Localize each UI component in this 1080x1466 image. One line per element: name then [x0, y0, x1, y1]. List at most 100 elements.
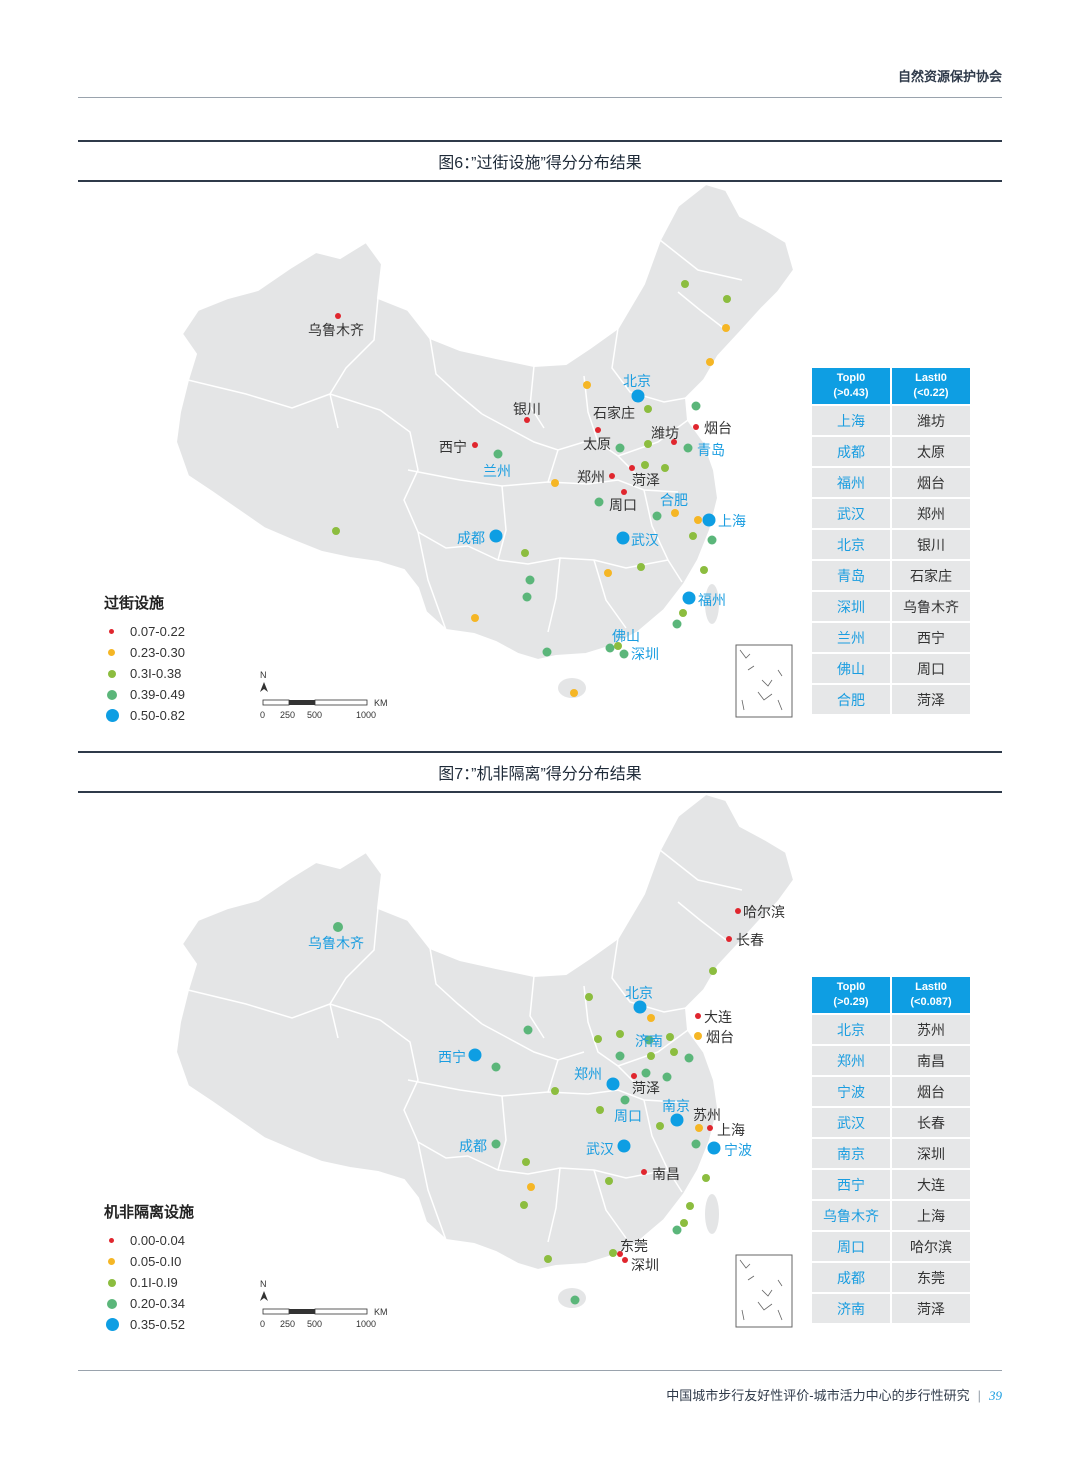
- f7-dot-a2[interactable]: [585, 993, 593, 1001]
- f6-dot-a17[interactable]: [332, 527, 340, 535]
- f6-dot-a19[interactable]: [637, 563, 645, 571]
- f7-dot-a18[interactable]: [691, 1139, 701, 1149]
- f6-dot-a2[interactable]: [644, 405, 652, 413]
- f7-dot-a28[interactable]: [544, 1255, 552, 1263]
- f6-dot-a7[interactable]: [722, 324, 730, 332]
- f7-dot-a23[interactable]: [520, 1201, 528, 1209]
- f6-dot-a9[interactable]: [641, 461, 649, 469]
- f6-dot-a18[interactable]: [521, 549, 529, 557]
- f6-dot-fuzhou[interactable]: [682, 591, 696, 605]
- last-city: 哈尔滨: [892, 1232, 970, 1261]
- f7-dot-a10[interactable]: [670, 1048, 678, 1056]
- f7-dot-zhengzhou[interactable]: [606, 1077, 620, 1091]
- f6-dot-a1[interactable]: [583, 381, 591, 389]
- f6-dot-shenzhen[interactable]: [619, 649, 629, 659]
- f7-dot-a26[interactable]: [672, 1225, 682, 1235]
- f6-dot-a10[interactable]: [661, 464, 669, 472]
- f7-dot-a17[interactable]: [656, 1122, 664, 1130]
- f6-dot-heze[interactable]: [629, 465, 635, 471]
- f7-dot-suzhou[interactable]: [695, 1124, 703, 1132]
- f7-dot-a15[interactable]: [551, 1087, 559, 1095]
- f6-dot-foshan[interactable]: [605, 643, 615, 653]
- f6-dot-a5[interactable]: [681, 280, 689, 288]
- f6-dot-a29[interactable]: [570, 689, 578, 697]
- f7-dot-dalian[interactable]: [695, 1013, 701, 1019]
- f7-dot-xining[interactable]: [468, 1048, 482, 1062]
- f6-dot-a26[interactable]: [471, 614, 479, 622]
- f7-dot-changchun[interactable]: [726, 936, 732, 942]
- f6-dot-taiyuan[interactable]: [615, 443, 625, 453]
- f7-dot-heze[interactable]: [631, 1073, 637, 1079]
- f7-dot-a24[interactable]: [686, 1202, 694, 1210]
- f7-dot-a5[interactable]: [594, 1035, 602, 1043]
- f7-dot-a14[interactable]: [662, 1072, 672, 1082]
- f7-dot-a12[interactable]: [491, 1062, 501, 1072]
- f7-dot-a19[interactable]: [522, 1158, 530, 1166]
- f6-dot-a25[interactable]: [672, 619, 682, 629]
- f7-dot-nanchang[interactable]: [641, 1169, 647, 1175]
- f6-dot-a16[interactable]: [707, 535, 717, 545]
- f7-dot-wuhan[interactable]: [617, 1139, 631, 1153]
- f6-dot-yinchuan[interactable]: [524, 417, 530, 423]
- f6-dot-a27[interactable]: [542, 647, 552, 657]
- f7-dot-nanjing[interactable]: [670, 1113, 684, 1127]
- f7-dot-a11[interactable]: [684, 1053, 694, 1063]
- f6-dot-a6[interactable]: [723, 295, 731, 303]
- f7-dot-jinan[interactable]: [644, 1035, 654, 1045]
- f6-dot-shanghai[interactable]: [702, 513, 716, 527]
- f6-dot-weifang[interactable]: [671, 439, 677, 445]
- f7-dot-a13[interactable]: [641, 1068, 651, 1078]
- f7-dot-beijing[interactable]: [633, 1000, 647, 1014]
- f6-dot-lanzhou[interactable]: [493, 449, 503, 459]
- f7-dot-a29[interactable]: [570, 1295, 580, 1305]
- f7-dot-a6[interactable]: [616, 1030, 624, 1038]
- f7-dot-a3[interactable]: [647, 1014, 655, 1022]
- f6-dot-xining[interactable]: [472, 442, 478, 448]
- f7-dot-wulumuqi[interactable]: [333, 922, 343, 932]
- f6-dot-a15[interactable]: [689, 532, 697, 540]
- f7-dot-a4[interactable]: [523, 1025, 533, 1035]
- f7-dot-ningbo[interactable]: [707, 1141, 721, 1155]
- f7-dot-a27[interactable]: [609, 1249, 617, 1257]
- f7-dot-chengdu[interactable]: [491, 1139, 501, 1149]
- f6-dot-a11[interactable]: [551, 479, 559, 487]
- f6-dot-chengdu[interactable]: [489, 529, 503, 543]
- f7-dot-a25[interactable]: [680, 1219, 688, 1227]
- f6-dot-a13[interactable]: [671, 509, 679, 517]
- f6-dot-hefei[interactable]: [652, 511, 662, 521]
- f7-dot-haerbin[interactable]: [735, 908, 741, 914]
- f7-dot-shenzhen[interactable]: [622, 1257, 628, 1263]
- f6-dot-yantai[interactable]: [693, 424, 699, 430]
- f6-dot-a20[interactable]: [604, 569, 612, 577]
- f6-dot-a4[interactable]: [644, 440, 652, 448]
- f7-dot-a21[interactable]: [527, 1183, 535, 1191]
- f6-dot-zhengzhou[interactable]: [609, 473, 615, 479]
- f6-dot-a21[interactable]: [700, 566, 708, 574]
- f7-dot-a20[interactable]: [702, 1174, 710, 1182]
- f6-dot-shijiazhuang[interactable]: [595, 427, 601, 433]
- f6-dot-a22[interactable]: [525, 575, 535, 585]
- f6-dot-a24[interactable]: [679, 609, 687, 617]
- f7-dot-a8[interactable]: [615, 1051, 625, 1061]
- f6-dot-qingdao[interactable]: [683, 443, 693, 453]
- f7-dot-a1[interactable]: [709, 967, 717, 975]
- f6-dot-a14[interactable]: [694, 516, 702, 524]
- f7-dot-a22[interactable]: [605, 1177, 613, 1185]
- f7-dot-a16[interactable]: [596, 1106, 604, 1114]
- f7-dot-a7[interactable]: [666, 1033, 674, 1041]
- f6-dot-a8[interactable]: [706, 358, 714, 366]
- f7-dot-zhoukou[interactable]: [620, 1095, 630, 1105]
- f7-dot-dongguan[interactable]: [617, 1251, 623, 1257]
- f6-dot-wulumuqi[interactable]: [335, 313, 341, 319]
- f6-dot-a12[interactable]: [594, 497, 604, 507]
- f6-dot-a28[interactable]: [614, 642, 622, 650]
- f7-dot-yantai[interactable]: [694, 1032, 702, 1040]
- fig7-legend-row-3: 0.1I-0.I9: [104, 1272, 194, 1293]
- f6-dot-wuhan[interactable]: [616, 531, 630, 545]
- f6-dot-beijing[interactable]: [631, 389, 645, 403]
- f6-dot-a3[interactable]: [691, 401, 701, 411]
- f6-dot-a23[interactable]: [522, 592, 532, 602]
- f7-dot-a9[interactable]: [647, 1052, 655, 1060]
- f7-dot-shanghai[interactable]: [707, 1125, 713, 1131]
- f6-dot-zhoukou[interactable]: [621, 489, 627, 495]
